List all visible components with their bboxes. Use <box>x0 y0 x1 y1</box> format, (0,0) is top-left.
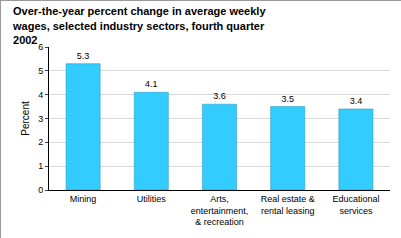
svg-text:Utilities: Utilities <box>137 194 167 204</box>
svg-text:5: 5 <box>38 66 43 76</box>
svg-text:3: 3 <box>38 114 43 124</box>
svg-text:Educationalservices: Educationalservices <box>332 194 379 216</box>
svg-text:3.6: 3.6 <box>213 91 226 101</box>
svg-text:4: 4 <box>38 90 43 100</box>
svg-text:2: 2 <box>38 137 43 147</box>
svg-text:Over-the-year percent change i: Over-the-year percent change in average … <box>12 5 266 46</box>
svg-text:3.5: 3.5 <box>281 94 294 104</box>
svg-text:Real estate &rental leasing: Real estate &rental leasing <box>261 194 315 216</box>
svg-text:1: 1 <box>38 161 43 171</box>
svg-text:6: 6 <box>38 42 43 52</box>
svg-text:Arts,entertainment,& recreatio: Arts,entertainment,& recreation <box>191 194 249 227</box>
svg-text:Mining: Mining <box>70 194 97 204</box>
svg-text:5.3: 5.3 <box>77 51 90 61</box>
svg-text:4.1: 4.1 <box>145 79 158 89</box>
svg-text:Percent: Percent <box>20 101 31 136</box>
svg-text:3.4: 3.4 <box>350 96 363 106</box>
svg-text:0: 0 <box>38 185 43 195</box>
